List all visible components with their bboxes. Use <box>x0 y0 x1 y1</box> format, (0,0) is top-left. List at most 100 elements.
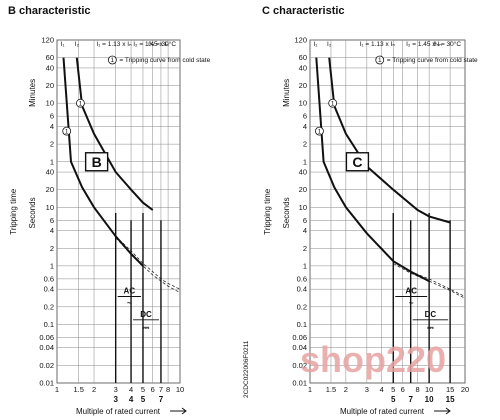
x-bold-multiple-label: 15 <box>446 395 455 404</box>
curve-marker-circle <box>328 98 338 108</box>
y-tick-label-minutes: 60 <box>46 53 54 62</box>
x-tick-label: 5 <box>391 385 395 394</box>
header-i1-label: I₁ <box>313 41 318 48</box>
x-tick-label: 10 <box>425 385 433 394</box>
x-bold-multiple-label: 7 <box>159 395 164 404</box>
x-tick-label: 10 <box>176 385 184 394</box>
x-tick-label: 2 <box>344 385 348 394</box>
y-tick-label-minutes: 120 <box>41 36 54 45</box>
curve-marker-circle <box>62 126 72 136</box>
x-bold-multiple-label: 7 <box>408 395 413 404</box>
panel-c-title: C characteristic <box>262 5 345 17</box>
y-tick-label-seconds: 0.06 <box>292 333 307 342</box>
dc-label: DC <box>425 310 437 319</box>
x-bold-multiple-label: 5 <box>141 395 146 404</box>
document-code: 2CDC022006F0211 <box>243 340 250 398</box>
y-tick-label-seconds: 1 <box>303 261 307 270</box>
y-tick-label-seconds: 0.02 <box>292 361 307 370</box>
y-tick-label-seconds: 6 <box>303 216 307 225</box>
x-tick-label: 2 <box>92 385 96 394</box>
x-tick-label: 3 <box>365 385 369 394</box>
legend-text: = Tripping curve from cold state <box>119 57 210 64</box>
panel-b-title: B characteristic <box>8 5 91 17</box>
y-tick-label-seconds: 20 <box>46 185 54 194</box>
formula-i2: I₂ = 1.45 x Iₙ <box>406 41 442 48</box>
formula-i2: I₂ = 1.45 x Iₙ <box>133 41 169 48</box>
y-tick-label-seconds: 0.06 <box>39 333 54 342</box>
y-tick-label-seconds: 0.1 <box>44 320 54 329</box>
x-axis-label: Multiple of rated current <box>340 407 425 416</box>
x-tick-label: 6 <box>151 385 155 394</box>
x-bold-multiple-label: 3 <box>113 395 118 404</box>
panel-c: C characteristic 1 1.5 2 3 4 5 6 8 10 15 201206040… <box>262 5 478 416</box>
curve-marker-circle <box>76 98 85 108</box>
legend-marker-circle <box>375 55 385 65</box>
y-axis-label: Tripping time <box>263 188 272 234</box>
x-tick-label: 1 <box>308 385 312 394</box>
y-tick-label-minutes: 2 <box>50 140 54 149</box>
y-tick-label-seconds: 6 <box>50 216 54 225</box>
y-axis-minutes-label: Minutes <box>282 79 291 107</box>
y-tick-label-seconds: 0.2 <box>297 302 307 311</box>
y-tick-label-minutes: 1 <box>50 157 54 166</box>
x-tick-label: 6 <box>401 385 405 394</box>
x-tick-label: 20 <box>461 385 469 394</box>
x-tick-label: 3 <box>114 385 118 394</box>
ac-symbol: ~ <box>409 299 414 308</box>
y-tick-label-minutes: 2 <box>303 140 307 149</box>
ac-symbol: ~ <box>127 299 132 308</box>
y-tick-label-minutes: 60 <box>299 53 307 62</box>
y-tick-label-seconds: 20 <box>299 185 307 194</box>
y-tick-label-seconds: 10 <box>46 203 54 212</box>
y-axis-label: Tripping time <box>9 188 18 234</box>
y-axis-seconds-label: Seconds <box>28 197 37 228</box>
y-tick-label-seconds: 0.6 <box>297 274 307 283</box>
header-i1-label: I₁ <box>61 41 66 48</box>
y-tick-label-seconds: 1 <box>50 261 54 270</box>
x-axis-label: Multiple of rated current <box>76 407 161 416</box>
y-tick-label-seconds: 0.6 <box>44 274 54 283</box>
y-tick-label-seconds: 0.2 <box>44 302 54 311</box>
characteristic-badge-letter: B <box>92 154 102 170</box>
y-tick-label-seconds: 2 <box>303 244 307 253</box>
x-tick-label: 1 <box>55 385 59 394</box>
y-tick-label-seconds: 0.01 <box>39 379 54 388</box>
y-tick-label-minutes: 4 <box>303 122 307 131</box>
y-tick-label-seconds: 0.4 <box>44 285 54 294</box>
y-tick-label-seconds: 4 <box>303 226 307 235</box>
x-tick-label: 8 <box>416 385 420 394</box>
y-tick-label-minutes: 10 <box>46 99 54 108</box>
y-tick-label-seconds: 2 <box>50 244 54 253</box>
watermark-text: shop220 <box>300 339 446 380</box>
curve-marker-number: 1 <box>65 129 69 136</box>
y-tick-label-seconds: 40 <box>299 168 307 177</box>
temperature-label: ϑₙ = 30°C <box>148 40 176 48</box>
characteristic-badge-box <box>84 152 109 172</box>
x-tick-label: 1.5 <box>326 385 336 394</box>
panel-b: B characteristic 1 1.5 2 3 4 5 6 7 8 101206040201… <box>8 5 211 416</box>
formula-i1: I₁ = 1.13 x Iₙ <box>96 41 132 48</box>
temperature-label: ϑₙ = 30°C <box>433 40 461 48</box>
formula-i1: I₁ = 1.13 x Iₙ <box>360 41 396 48</box>
x-bold-multiple-label: 10 <box>425 395 434 404</box>
y-tick-label-minutes: 1 <box>303 157 307 166</box>
y-tick-label-seconds: 40 <box>46 168 54 177</box>
dc-symbol: ⎓ <box>427 323 434 332</box>
x-bold-multiple-label: 4 <box>129 395 134 404</box>
legend-marker-number: 1 <box>378 57 382 64</box>
legend-marker-number: 1 <box>111 57 115 64</box>
ac-label: AC <box>124 287 136 296</box>
y-tick-label-minutes: 10 <box>299 99 307 108</box>
x-tick-label: 4 <box>129 385 133 394</box>
y-tick-label-seconds: 0.04 <box>292 343 307 352</box>
y-tick-label-minutes: 40 <box>299 63 307 72</box>
y-tick-label-seconds: 10 <box>299 203 307 212</box>
characteristic-badge-letter: C <box>352 154 362 170</box>
y-tick-label-minutes: 6 <box>303 112 307 121</box>
ac-label: AC <box>405 287 417 296</box>
dc-symbol: ⎓ <box>143 323 150 332</box>
y-tick-label-seconds: 0.02 <box>39 361 54 370</box>
curve-thermal-upper <box>328 57 451 224</box>
y-tick-label-seconds: 0.4 <box>297 285 307 294</box>
y-tick-label-minutes: 6 <box>50 112 54 121</box>
